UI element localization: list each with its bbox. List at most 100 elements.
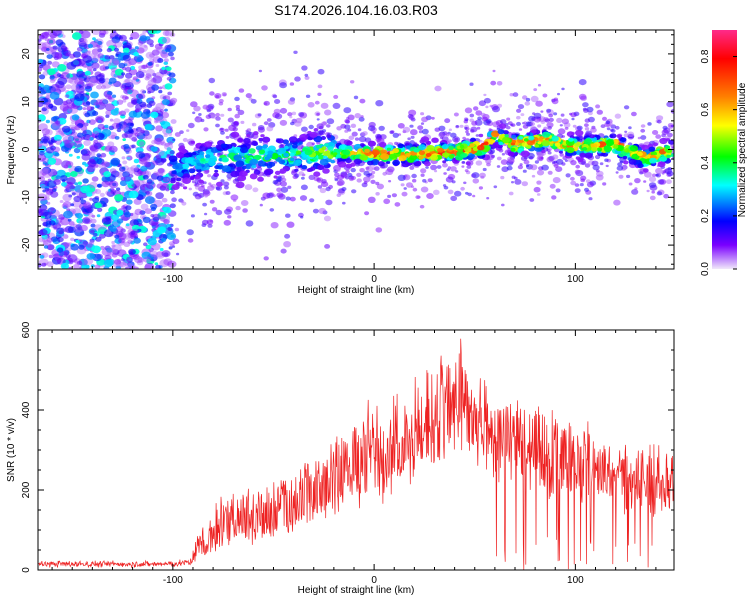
spectrogram-cell bbox=[354, 137, 360, 141]
spectrogram-cell bbox=[207, 223, 213, 228]
spectrogram-cell bbox=[198, 179, 204, 184]
spectrogram-cell bbox=[87, 212, 94, 217]
spectrogram-cell bbox=[442, 184, 447, 187]
spectrogram-cell bbox=[91, 77, 98, 82]
spectrogram-cell bbox=[88, 79, 98, 87]
spectrogram-cell bbox=[269, 208, 275, 212]
spectrogram-cell bbox=[53, 134, 62, 142]
spectrogram-cell bbox=[160, 51, 169, 59]
spectrogram-cell bbox=[153, 171, 159, 176]
spectrogram-cell bbox=[525, 164, 530, 167]
spectrogram-cell bbox=[445, 133, 450, 137]
spectrogram-cell bbox=[257, 126, 265, 133]
colorbar-ticks: 0.0 0.2 0.4 0.6 0.8 bbox=[700, 49, 737, 276]
spectrogram-cell bbox=[305, 94, 311, 99]
spectrogram-cell bbox=[122, 47, 130, 54]
spectrogram-cell bbox=[368, 121, 376, 128]
spectrogram-cell bbox=[438, 125, 446, 132]
spectrogram-cell bbox=[144, 161, 152, 168]
spectrogram-cell bbox=[70, 84, 80, 91]
spectrogram-cell bbox=[336, 181, 344, 187]
spectrogram-cell bbox=[65, 90, 76, 99]
spectrogram-cell bbox=[222, 181, 230, 187]
spectrogram-cell bbox=[665, 179, 672, 185]
spectrogram-cell bbox=[528, 135, 535, 141]
snr-series-line bbox=[38, 338, 674, 570]
colorbar-tick-label: 0.4 bbox=[700, 155, 711, 169]
spectrogram-cell bbox=[597, 141, 607, 148]
spectrogram-cell bbox=[134, 132, 140, 137]
spectrogram-cell bbox=[590, 143, 598, 149]
spectrogram-cell bbox=[46, 201, 51, 205]
spectrogram-cell bbox=[48, 103, 54, 109]
spectrogram-cell bbox=[517, 138, 525, 144]
spectrogram-cell bbox=[38, 123, 48, 131]
spectrogram-cell bbox=[314, 100, 320, 105]
spectrogram-cell bbox=[64, 188, 70, 193]
spectrogram-cell bbox=[154, 262, 159, 266]
spectrogram-cell bbox=[659, 137, 668, 145]
spectrogram-cell bbox=[103, 259, 114, 268]
spectrogram-cell bbox=[97, 183, 103, 188]
spectrogram-cell bbox=[335, 168, 341, 172]
spectrogram-cell bbox=[61, 72, 70, 80]
spectrogram-cell bbox=[61, 203, 69, 209]
spectrogram-cell bbox=[397, 143, 404, 149]
spectrogram-cell bbox=[140, 203, 149, 210]
spectrogram-cell bbox=[475, 134, 480, 137]
spectrogram-cell bbox=[273, 175, 278, 179]
spectrogram-cell bbox=[116, 128, 122, 133]
spectrogram-cell bbox=[82, 107, 87, 111]
spectrogram-cell bbox=[304, 149, 313, 156]
spectrogram-cell bbox=[284, 233, 291, 239]
spectrogram-cell bbox=[204, 194, 208, 198]
spectrogram-cell bbox=[501, 203, 505, 207]
spectrogram-cell bbox=[147, 254, 155, 260]
spectrogram-cell bbox=[155, 137, 165, 146]
spectrogram-cell bbox=[392, 159, 400, 166]
spectrogram-cell bbox=[354, 113, 361, 119]
spectrogram-cell bbox=[566, 147, 575, 154]
spectrogram-cell bbox=[235, 181, 245, 189]
spectrogram-cell bbox=[94, 224, 102, 231]
spectrogram-cell bbox=[235, 104, 240, 109]
spectrogram-cell bbox=[104, 124, 109, 129]
spectrogram-cell bbox=[257, 160, 267, 167]
spectrogram-cell bbox=[383, 198, 391, 205]
spectrogram-cell bbox=[276, 192, 284, 198]
spectrogram-cell bbox=[425, 153, 432, 157]
spectrogram-cell bbox=[215, 123, 220, 128]
spectrogram-cell bbox=[121, 156, 126, 160]
spectrogram-cell bbox=[336, 154, 342, 159]
spectrogram-cell bbox=[153, 106, 162, 114]
spectrogram-cell bbox=[162, 36, 171, 44]
spectrogram-cell bbox=[239, 162, 244, 166]
spectrogram-cell bbox=[160, 214, 171, 223]
spectrogram-cell bbox=[261, 85, 268, 91]
spectrogram-cell bbox=[292, 144, 298, 149]
spectrogram-cell bbox=[170, 177, 176, 182]
spectrogram-cell bbox=[127, 263, 132, 267]
spectrogram-cell bbox=[644, 171, 652, 178]
spectrogram-cell bbox=[190, 176, 195, 180]
spectrogram-cell bbox=[145, 73, 152, 78]
spectrogram-cell bbox=[323, 150, 331, 157]
spectrogram-cell bbox=[136, 139, 146, 147]
spectrogram-cell bbox=[84, 163, 89, 167]
spectrogram-cell bbox=[170, 190, 175, 195]
spectrogram-cell bbox=[224, 128, 229, 132]
spectrogram-cell bbox=[167, 260, 177, 268]
colorbar-tick-label: 0.0 bbox=[700, 262, 711, 276]
spectrogram-cell bbox=[280, 181, 287, 187]
spectrogram-cell bbox=[86, 165, 96, 173]
spectrogram-cell bbox=[551, 195, 557, 200]
spectrogram-cell bbox=[47, 38, 56, 45]
spectrogram-cell bbox=[516, 121, 521, 126]
spectrogram-cell bbox=[651, 190, 655, 194]
spectrogram-cell bbox=[176, 252, 180, 256]
spectrogram-cell bbox=[409, 140, 415, 145]
spectrogram-cell bbox=[83, 140, 91, 146]
spectrogram-cell bbox=[70, 243, 79, 251]
spectrogram-cell bbox=[405, 145, 411, 150]
